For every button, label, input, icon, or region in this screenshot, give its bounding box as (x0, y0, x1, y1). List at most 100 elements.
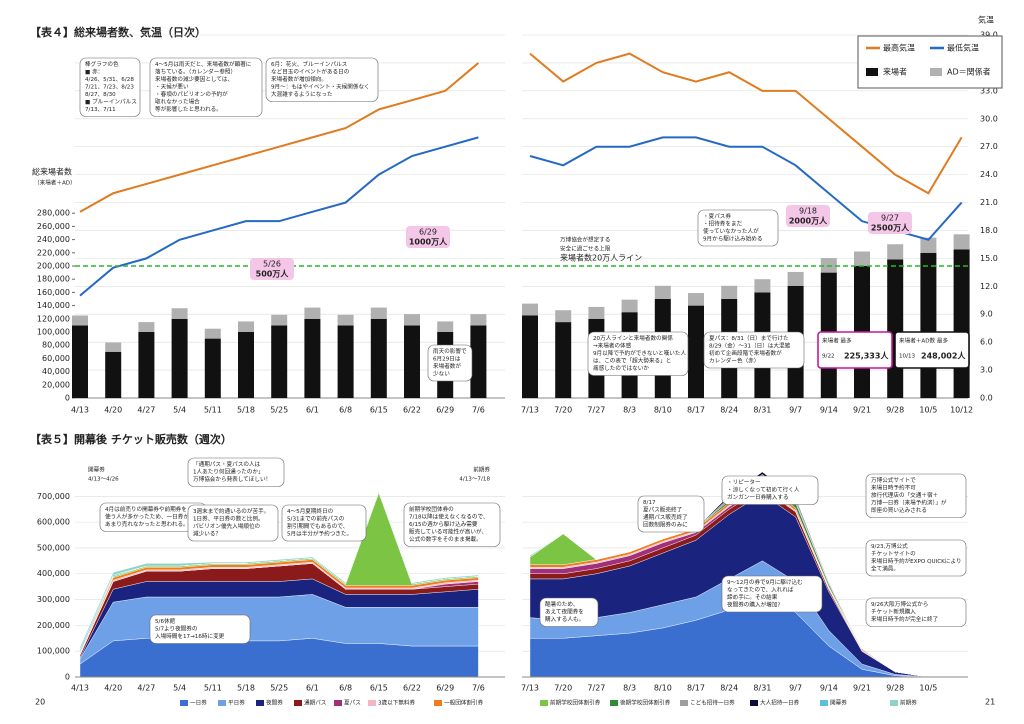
note-text: など目玉のイベントがある日の (271, 68, 350, 76)
legend-label: こども招待一日券 (690, 699, 735, 707)
x-tick-label: 5/25 (270, 406, 288, 415)
bar (688, 293, 704, 306)
note-text: あえて夜間券を (545, 608, 584, 616)
record-value: 225,333人 (844, 351, 889, 361)
note-text: 6/15の週から駆け込み需要 (409, 520, 478, 528)
y-tick-label: 180,000 (37, 275, 70, 284)
x-tick-label: 8/24 (720, 684, 738, 693)
legend-label: 前期学校団体割引券 (550, 699, 601, 707)
note-text: 来場日時予約不可 (871, 484, 916, 492)
x-tick-label: 6/22 (403, 406, 421, 415)
note-text: 8/27、8/30 (85, 92, 116, 98)
legend-swatch (866, 68, 878, 76)
note-text: ・春頃のパビリオンの予約が (155, 90, 228, 98)
y2-tick-label: 6.0 (980, 338, 993, 347)
legend-label: 前期券 (900, 699, 917, 707)
period-name: 前期券 (473, 466, 490, 474)
x-tick-label: 8/10 (654, 684, 672, 693)
legend-swatch (610, 700, 618, 706)
y-tick-label: 160,000 (37, 288, 70, 297)
note-text: 棒グラフの色 (85, 60, 119, 68)
legend-label: 平日券 (228, 699, 245, 707)
y-tick-label: 700,000 (37, 492, 70, 501)
note-box (697, 209, 779, 247)
record-box (894, 331, 970, 369)
note-text: 公式の数字をそのまま掲載。 (409, 535, 482, 543)
temp-line (79, 62, 480, 213)
y-tick-label: 0 (65, 673, 70, 682)
x-tick-label: 9/7 (789, 684, 802, 693)
x-tick-label: 8/31 (753, 406, 771, 415)
milestone-date: 6/29 (419, 228, 437, 237)
note-box (721, 475, 819, 505)
legend-label: 最低気温 (947, 43, 979, 53)
note-text: 販売している可能性が高いが、 (409, 528, 487, 536)
bar (437, 321, 454, 332)
x-tick-label: 6/8 (339, 684, 352, 693)
note-text: 万博一日券（来場予約済）」が (871, 499, 947, 507)
bar (238, 321, 254, 332)
y2-axis-label: 気温 (978, 15, 994, 25)
note-text: 痛感したのではないか (593, 364, 649, 372)
milestone-text: 2500万人 (871, 223, 910, 233)
x-tick-label: 7/27 (587, 406, 605, 415)
record-value: 248,002人 (921, 351, 966, 361)
x-tick-label: 8/17 (687, 684, 705, 693)
legend-swatch (540, 700, 548, 706)
note-text: 6月：花火、ブルーインパルス (271, 60, 348, 68)
legend-swatch (750, 700, 758, 706)
legend-swatch (180, 700, 188, 706)
y2-tick-label: 18.0 (980, 226, 998, 235)
legend-swatch (930, 68, 942, 76)
bar (522, 315, 538, 398)
note-box (187, 504, 279, 542)
note-text: 通期パス販売終了 (643, 513, 688, 521)
legend-label: 一日券 (190, 699, 207, 707)
note-text: 来場者数が増加傾向。 (271, 75, 327, 83)
bar (920, 252, 937, 398)
bar (953, 249, 970, 398)
bar (271, 325, 288, 398)
x-tick-label: 6/8 (339, 406, 352, 415)
note-text: ・夏パス券 (703, 212, 731, 220)
note-text: 全て満員。 (871, 565, 899, 573)
note-box (703, 331, 805, 369)
legend-swatch (434, 700, 442, 706)
y-tick-label: 200,000 (37, 621, 70, 630)
bar (555, 310, 572, 323)
legend-label: 夏パス (344, 700, 361, 707)
bar (854, 251, 870, 266)
bar (370, 307, 387, 319)
note-text: 雨天の影響で (433, 347, 467, 355)
note-text: 来場日時予約がEXPO QUICKにより (871, 557, 961, 565)
y-tick-label: 0 (65, 394, 70, 403)
x-tick-label: 10/5 (919, 406, 937, 415)
y2-tick-label: 15.0 (980, 254, 998, 263)
x-tick-label: 9/21 (853, 684, 871, 693)
note-text: 落ちている。（カレンダー参照） (155, 68, 236, 76)
note-text: 7/18以降は使えなくなるので、 (409, 513, 488, 521)
note-text: 6月29日は (433, 356, 461, 363)
record-date: 10/13 (899, 354, 916, 360)
note-text: 1人あたり何回通ったのか」 (193, 468, 264, 476)
y-tick-label: 500,000 (37, 543, 70, 552)
bar (887, 259, 904, 398)
note-box (865, 597, 967, 627)
note-text: 使っていなかった人が (703, 227, 759, 235)
y-tick-label: 200,000 (37, 262, 70, 271)
y2-tick-label: 0.0 (980, 394, 993, 403)
note-text: ・天候が悪い (155, 83, 189, 91)
note-text: チケット新規購入 (871, 608, 916, 616)
page-number: 21 (985, 698, 995, 707)
x-tick-label: 7/20 (554, 684, 572, 693)
top-title: 【表４】総来場者数、気温（日次） (30, 25, 206, 39)
note-text: 7/21、7/23、8/23 (85, 85, 134, 91)
bar (721, 285, 738, 299)
y2-tick-label: 27.0 (980, 142, 998, 151)
bar (588, 306, 605, 319)
note-text: 夜間券の購入が増加? (727, 601, 780, 609)
note-text: 万博公式サイトで (871, 476, 916, 484)
legend-label: 通期パス (304, 699, 327, 707)
y-axis-label: （来場者＋AD） (34, 179, 76, 187)
